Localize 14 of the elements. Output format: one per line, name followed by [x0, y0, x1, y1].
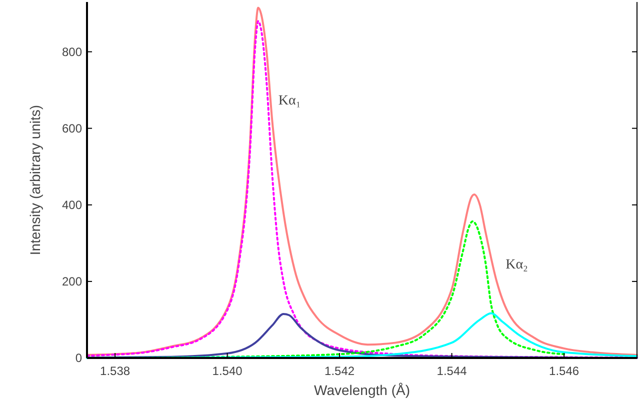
x-axis-title: Wavelength (Å) — [314, 382, 410, 398]
annotation: Kα₂ — [506, 258, 528, 273]
x-tick-label: 1.546 — [549, 364, 580, 378]
x-tick-label: 1.544 — [436, 364, 468, 378]
x-tick-label: 1.542 — [324, 364, 355, 378]
y-tick-label: 0 — [75, 351, 82, 366]
x-tick-label: 1.538 — [100, 364, 130, 378]
y-tick-label: 400 — [62, 198, 82, 212]
x-tick-label: 1.540 — [212, 364, 243, 378]
y-axis-title: Intensity (arbitrary units) — [27, 104, 43, 256]
y-tick-label: 800 — [62, 44, 82, 59]
y-tick-label: 600 — [62, 122, 82, 136]
y-tick-label: 200 — [62, 274, 82, 289]
annotation: Kα₁ — [278, 93, 301, 108]
